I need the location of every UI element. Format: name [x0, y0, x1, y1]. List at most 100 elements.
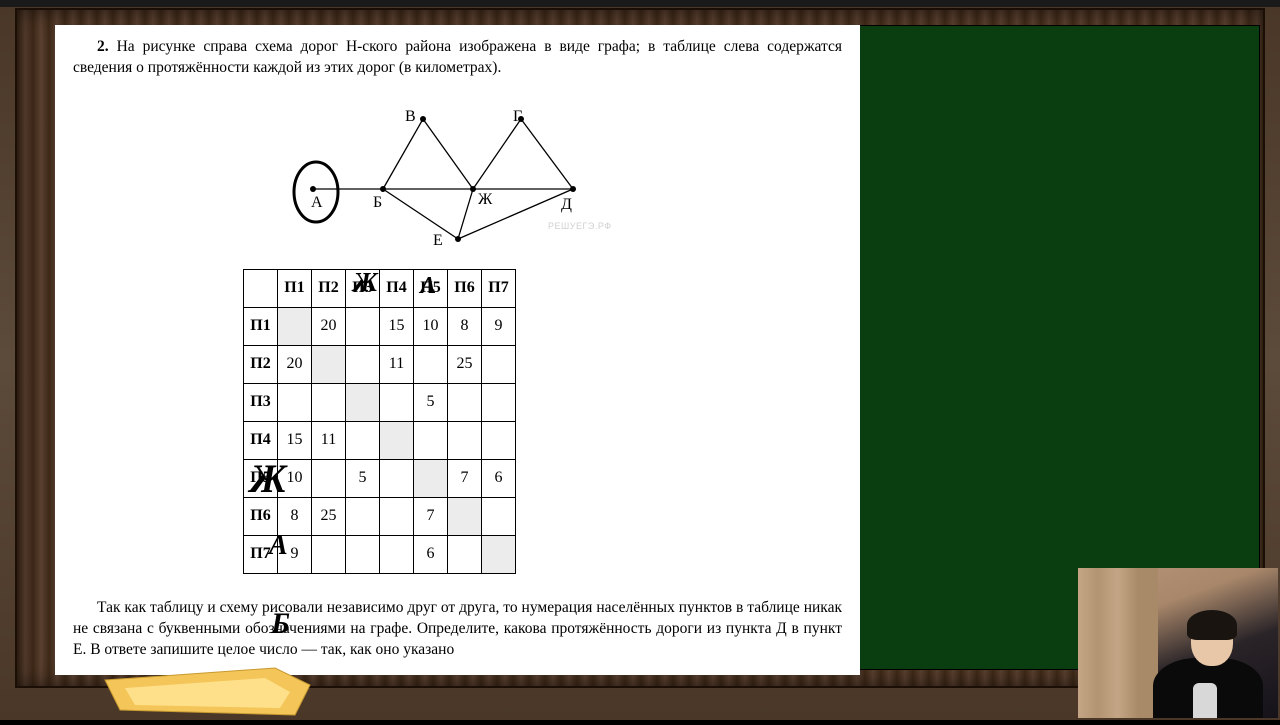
watermark: РЕШУЕГЭ.РФ: [548, 221, 612, 231]
graph-node-B: [380, 186, 386, 192]
table-cell: [414, 421, 448, 459]
table-cell: [448, 535, 482, 573]
table-cell: 6: [482, 459, 516, 497]
graph-edge: [473, 119, 521, 189]
graph-node-V: [420, 116, 426, 122]
graph-node-E: [455, 236, 461, 242]
table-cell: [448, 497, 482, 535]
handwritten-annotation: Ж: [250, 455, 287, 502]
graph-label-G: Г: [513, 108, 522, 125]
problem-number: 2.: [97, 38, 109, 55]
table-cell: 20: [278, 345, 312, 383]
table-row: П41511: [244, 421, 516, 459]
sticky-note: [95, 660, 315, 720]
graph-label-D: Д: [561, 196, 572, 213]
row-header: П1: [244, 307, 278, 345]
table-cell: [482, 497, 516, 535]
table-cell: 9: [482, 307, 516, 345]
table-cell: [346, 535, 380, 573]
graph-edge: [383, 189, 458, 239]
table-cell: 11: [312, 421, 346, 459]
table-cell: [312, 345, 346, 383]
table-cell: 25: [448, 345, 482, 383]
table-cell: 25: [312, 497, 346, 535]
problem-text-bottom: Так как таблицу и схему рисовали независ…: [73, 599, 842, 658]
table-cell: 7: [448, 459, 482, 497]
problem-statement-top: 2. На рисунке справа схема дорог Н-ского…: [73, 37, 842, 79]
graph-label-E: Е: [433, 232, 443, 249]
table-cell: [414, 345, 448, 383]
table-cell: 10: [414, 307, 448, 345]
table-cell: [448, 383, 482, 421]
table-cell: [346, 421, 380, 459]
table-cell: [380, 459, 414, 497]
table-header: П4: [380, 269, 414, 307]
graph-label-Zh: Ж: [478, 191, 493, 208]
microphone-icon: [1193, 683, 1217, 718]
table-row: П3 5: [244, 383, 516, 421]
graph-edge: [458, 189, 573, 239]
handwritten-annotation: Ж: [353, 267, 378, 298]
table-row: П220 11 25: [244, 345, 516, 383]
table-row: П120151089: [244, 307, 516, 345]
table-cell: [346, 497, 380, 535]
handwritten-annotation: А: [269, 530, 288, 562]
table-cell: [380, 535, 414, 573]
table-cell: [380, 497, 414, 535]
table-header: П6: [448, 269, 482, 307]
annotation-circle-A: [294, 162, 338, 222]
table-cell: [346, 383, 380, 421]
row-header: П2: [244, 345, 278, 383]
graph-node-A: [310, 186, 316, 192]
distance-table: П1П2П3П4П5П6П7 П120151089П2201125П35П415…: [243, 269, 516, 574]
table-cell: 15: [380, 307, 414, 345]
graph-edge: [458, 189, 473, 239]
webcam-overlay: [1078, 568, 1278, 718]
graph-label-B: Б: [373, 194, 382, 211]
graph-edge: [423, 119, 473, 189]
problem-text-top: На рисунке справа схема дорог Н-ского ра…: [73, 38, 842, 76]
table-cell: 6: [414, 535, 448, 573]
webcam-person: [1143, 608, 1263, 718]
table-cell: [278, 307, 312, 345]
table-cell: [380, 383, 414, 421]
document-page: 2. На рисунке справа схема дорог Н-ского…: [55, 25, 860, 675]
table-cell: 11: [380, 345, 414, 383]
table-cell: [346, 307, 380, 345]
table-cell: [482, 345, 516, 383]
table-header: П2: [312, 269, 346, 307]
problem-statement-bottom: Так как таблицу и схему рисовали независ…: [73, 598, 842, 661]
table-header: [244, 269, 278, 307]
table-cell: [312, 459, 346, 497]
table-cell: 15: [278, 421, 312, 459]
table-cell: [312, 535, 346, 573]
row-header: П3: [244, 383, 278, 421]
graph-label-A: А: [311, 194, 323, 211]
table-header: П7: [482, 269, 516, 307]
table-cell: [482, 421, 516, 459]
graph-node-D: [570, 186, 576, 192]
table-cell: 5: [346, 459, 380, 497]
desk-background: 2. На рисунке справа схема дорог Н-ского…: [0, 0, 1280, 720]
table-cell: [482, 383, 516, 421]
table-cell: [278, 383, 312, 421]
table-cell: [482, 535, 516, 573]
table-cell: [380, 421, 414, 459]
row-header: П4: [244, 421, 278, 459]
graph-figure: А Б В Г Д Е Ж РЕШУЕГЭ.РФ: [73, 89, 842, 269]
graph-edge: [521, 119, 573, 189]
graph-node-Zh: [470, 186, 476, 192]
table-cell: 5: [414, 383, 448, 421]
handwritten-annotation: Б: [271, 607, 290, 641]
distance-table-area: П1П2П3П4П5П6П7 П120151089П2201125П35П415…: [73, 269, 842, 574]
graph-svg: А Б В Г Д Е Ж: [283, 89, 623, 259]
table-cell: [346, 345, 380, 383]
graph-edge: [383, 119, 423, 189]
table-cell: 7: [414, 497, 448, 535]
handwritten-annotation: А: [420, 273, 436, 300]
table-header: П1: [278, 269, 312, 307]
graph-label-V: В: [405, 108, 416, 125]
table-cell: [312, 383, 346, 421]
table-cell: [448, 421, 482, 459]
table-cell: 20: [312, 307, 346, 345]
